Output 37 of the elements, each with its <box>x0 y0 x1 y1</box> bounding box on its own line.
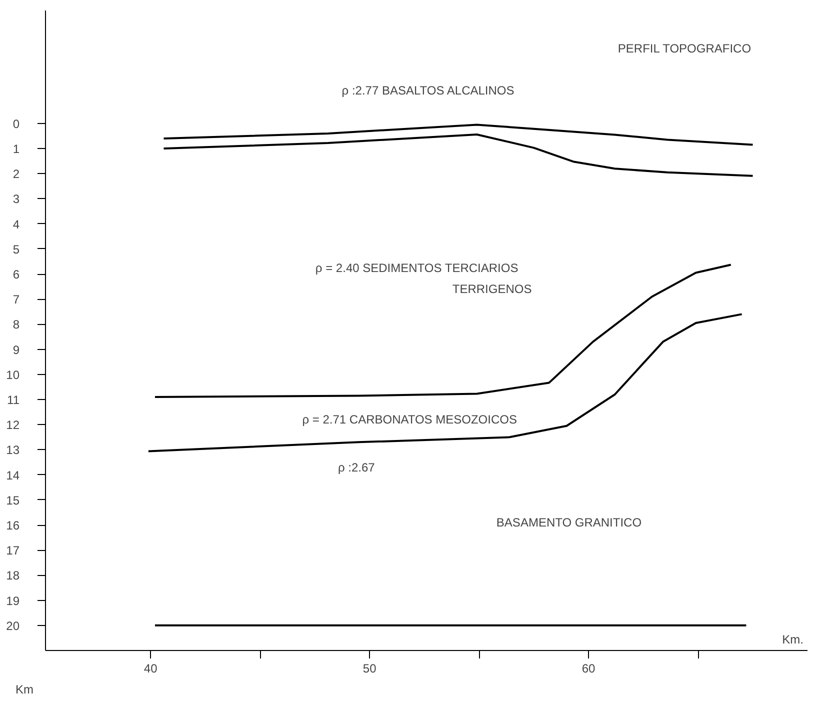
line-series <box>154 264 732 398</box>
line-series <box>147 313 743 452</box>
annotation: ρ :2.77 BASALTOS ALCALINOS <box>342 84 514 98</box>
y-tick-label: 9 <box>12 342 20 357</box>
annotation: ρ :2.67 <box>338 460 376 474</box>
y-tick-label: 3 <box>12 192 20 206</box>
y-tick-label: 17 <box>6 544 20 558</box>
y-tick-label: 8 <box>12 318 20 332</box>
y-tick-label: 1 <box>12 142 20 156</box>
y-tick-label: 18 <box>6 568 20 583</box>
x-tick-label: 50 <box>362 662 377 676</box>
x-axis-title: Km. <box>782 632 804 646</box>
y-tick-label: 10 <box>6 368 20 382</box>
line-series <box>162 124 754 146</box>
y-tick-label: 4 <box>12 217 20 232</box>
annotation: PERFIL TOPOGRAFICO <box>618 41 752 56</box>
annotation: TERRIGENOS <box>452 282 532 296</box>
y-tick-label: 15 <box>6 493 20 508</box>
y-tick-label: 5 <box>12 242 20 256</box>
y-tick-label: 16 <box>6 518 20 533</box>
y-axis-title: Km <box>16 682 34 696</box>
y-tick-label: 6 <box>12 268 20 282</box>
y-tick-label: 12 <box>6 418 20 432</box>
y-tick-label: 13 <box>6 443 20 458</box>
annotation: ρ = 2.71 CARBONATOS MESOZOICOS <box>302 412 517 426</box>
y-tick-label: 11 <box>7 393 20 408</box>
y-tick-label: 19 <box>6 594 20 608</box>
annotation: BASAMENTO GRANITICO <box>496 516 642 530</box>
y-tick-label: 14 <box>6 468 20 482</box>
y-tick-label: 7 <box>12 292 20 307</box>
line-series <box>162 133 754 177</box>
y-tick-label: 2 <box>12 167 20 182</box>
y-tick-label: 20 <box>6 618 20 633</box>
x-tick-label: 40 <box>144 662 158 676</box>
y-tick-label: 0 <box>12 116 20 131</box>
x-tick-label: 60 <box>582 662 596 676</box>
annotation: ρ = 2.40 SEDIMENTOS TERCIARIOS <box>315 260 518 275</box>
